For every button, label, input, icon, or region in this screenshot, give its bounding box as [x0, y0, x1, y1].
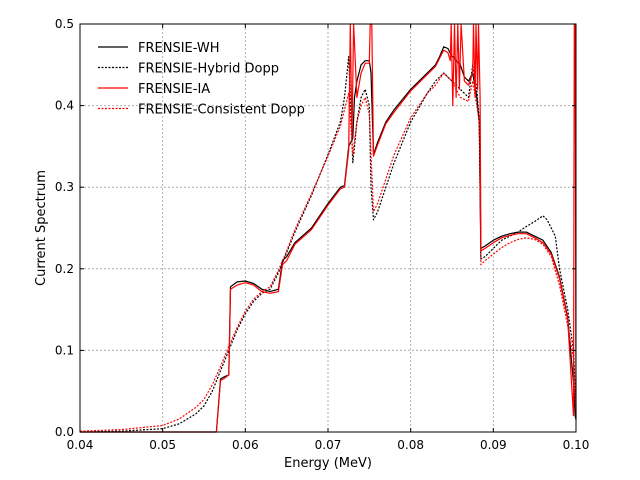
legend-label: FRENSIE-Hybrid Dopp [138, 62, 279, 77]
x-tick-label: 0.04 [67, 438, 94, 452]
y-tick-label: 0.5 [55, 17, 74, 31]
y-tick-label: 0.3 [55, 180, 74, 194]
grid-lines [79, 23, 577, 433]
y-tick-label: 0.1 [55, 343, 74, 357]
x-tick-label: 0.09 [480, 438, 507, 452]
series-line-4 [79, 72, 577, 432]
y-tick-label: 0.0 [55, 425, 74, 439]
series-line-3 [80, 23, 577, 433]
legend-label: FRENSIE-Consistent Dopp [138, 103, 305, 118]
legend: FRENSIE-WH FRENSIE-Hybrid Dopp FRENSIE-IA F… [98, 41, 305, 118]
legend-label: FRENSIE-WH [138, 41, 220, 56]
series-line-1 [80, 46, 577, 433]
x-tick-label: 0.06 [232, 438, 259, 452]
x-tick-label: 0.08 [397, 438, 424, 452]
x-tick-label: 0.10 [563, 438, 590, 452]
y-tick-label: 0.2 [55, 262, 74, 276]
x-axis-label: Energy (MeV) [284, 456, 372, 471]
legend-label: FRENSIE-IA [138, 82, 210, 97]
x-tick-label: 0.05 [149, 438, 176, 452]
y-axis-label: Current Spectrum [34, 170, 49, 286]
series-line-2 [79, 55, 577, 433]
y-tick-label: 0.4 [55, 99, 74, 113]
axis-ticks: 0.04 0.05 0.06 0.07 0.08 0.09 0.10 0.0 0.1 0.2 0.3… [55, 17, 589, 452]
x-tick-label: 0.07 [315, 438, 342, 452]
series-lines [79, 23, 577, 433]
